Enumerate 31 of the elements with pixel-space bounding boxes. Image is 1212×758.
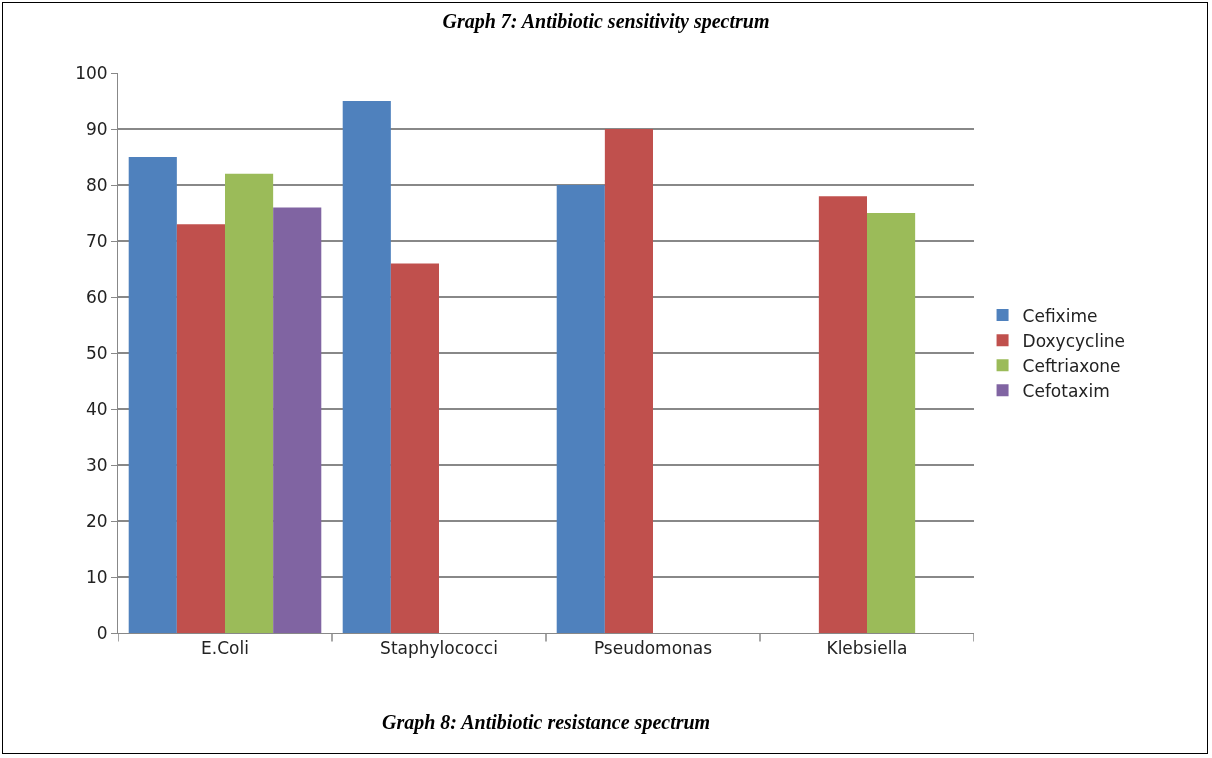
y-tick-label: 0 <box>96 622 108 643</box>
bar <box>225 173 274 633</box>
y-tick-label: 40 <box>85 398 108 419</box>
y-tick-label: 80 <box>85 174 108 195</box>
y-tick-label: 100 <box>75 62 108 83</box>
legend-label: Doxycycline <box>1022 330 1126 351</box>
legend-label: Cefotaxim <box>1022 380 1110 401</box>
y-tick-label: 50 <box>85 342 108 363</box>
x-tick-label: Klebsiella <box>826 638 908 659</box>
bar <box>867 213 916 633</box>
chart-title: Graph 7: Antibiotic sensitivity spectrum <box>442 10 770 34</box>
legend-label: Ceftriaxone <box>1022 355 1121 376</box>
legend-label: Cefixime <box>1022 305 1098 326</box>
bar <box>818 196 867 633</box>
y-tick-label: 10 <box>85 566 108 587</box>
x-tick-label: Pseudomonas <box>593 638 713 659</box>
y-tick-label: 70 <box>85 230 108 251</box>
y-tick-label: 20 <box>85 510 108 531</box>
bar <box>390 263 439 633</box>
x-tick-label: E.Coli <box>201 638 249 659</box>
caption: Graph 8: Antibiotic resistance spectrum <box>382 711 711 734</box>
bar <box>604 129 653 633</box>
bar <box>176 224 225 633</box>
bar <box>273 207 322 633</box>
y-tick-label: 90 <box>85 118 108 139</box>
bar <box>128 157 177 633</box>
y-tick-label: 30 <box>85 454 108 475</box>
bar <box>342 101 391 633</box>
x-tick-label: Staphylococci <box>380 638 498 659</box>
y-tick-label: 60 <box>85 286 108 307</box>
bar <box>556 185 605 633</box>
